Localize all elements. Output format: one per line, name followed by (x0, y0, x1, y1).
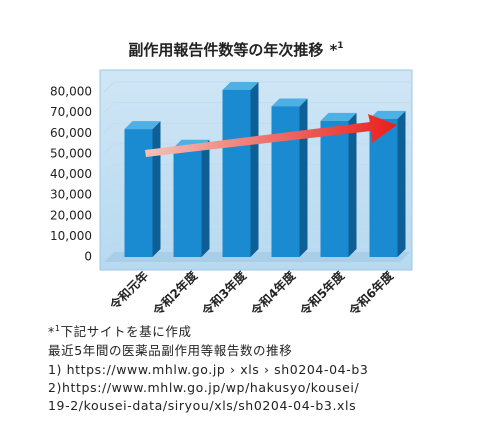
grid-line (103, 143, 410, 155)
bar-top (222, 81, 259, 90)
y-tick-label: 50,000 (50, 146, 92, 160)
y-tick-label: 10,000 (50, 229, 92, 243)
bar (124, 129, 153, 257)
note-line: 最近5年間の医薬品副作用等報告数の推移 (48, 343, 292, 358)
grid-line (103, 246, 410, 258)
bar (369, 118, 398, 257)
y-tick-label: 30,000 (50, 188, 92, 202)
x-tick-label: 令和6年度 (345, 267, 397, 319)
grid-line (103, 205, 410, 217)
grid-line (103, 81, 410, 93)
note-line: 2)https://www.mhlw.go.jp/wp/hakusyo/kous… (48, 380, 359, 395)
bar (173, 147, 202, 257)
y-tick-label: 40,000 (50, 167, 92, 181)
note-text: 下記サイトを基に作成 (61, 324, 192, 339)
chart-title: 副作用報告件数等の年次推移 *1 (128, 41, 343, 59)
y-tick-label: 0 (84, 250, 92, 264)
grid-line (103, 164, 410, 175)
title-mark: * (329, 41, 337, 59)
x-tick-label: 令和元年 (106, 268, 151, 313)
x-tick-label: 令和3年度 (198, 267, 250, 319)
bar-side (250, 81, 259, 257)
note-line: 19-2/kousei-data/siryou/xls/sh0204-04-b3… (48, 398, 356, 413)
bar-top (369, 110, 406, 119)
note-line: *1下記サイトを基に作成 (48, 324, 192, 339)
grid-line (103, 102, 410, 113)
bar-top (124, 121, 161, 130)
x-tick-label: 令和5年度 (296, 267, 348, 319)
bar-side (152, 121, 161, 257)
bar-top (320, 112, 357, 121)
y-tick-label: 70,000 (50, 105, 92, 119)
bar-side (348, 112, 357, 257)
bar-side (201, 139, 210, 257)
bar-top (271, 98, 308, 107)
bar (271, 106, 300, 257)
y-tick-label: 60,000 (50, 126, 92, 140)
title-mark-sup: 1 (337, 41, 343, 51)
title-text: 副作用報告件数等の年次推移 (128, 41, 323, 59)
y-tick-label: 80,000 (50, 85, 92, 99)
x-tick-label: 令和4年度 (247, 267, 299, 319)
trend-arrow (145, 114, 397, 157)
grid-line (103, 122, 410, 134)
grid-line (103, 184, 410, 196)
x-tick-label: 令和2年度 (149, 267, 201, 319)
note-mark-sup: 1 (55, 324, 61, 333)
bar (320, 120, 349, 257)
bar-side (299, 98, 308, 257)
y-tick-label: 20,000 (50, 208, 92, 222)
grid-line (103, 225, 410, 237)
bar (222, 89, 251, 257)
bar-side (397, 110, 406, 257)
note-mark: * (48, 324, 55, 339)
note-line: 1) https://www.mhlw.go.jp › xls › sh0204… (48, 362, 368, 377)
